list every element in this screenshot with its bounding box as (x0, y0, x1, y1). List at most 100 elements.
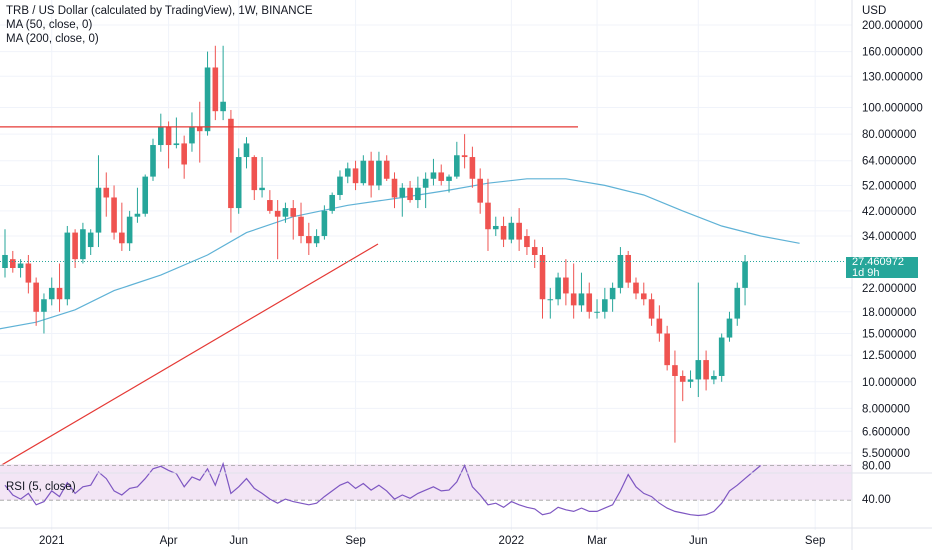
candle-body (158, 126, 164, 146)
price-tick-label: 52.000000 (862, 180, 916, 192)
candle-body (352, 168, 359, 184)
price-tick-label: 64.000000 (862, 156, 916, 168)
candle-body (119, 232, 125, 244)
candle (415, 176, 421, 209)
candle (64, 225, 71, 306)
candle (87, 229, 94, 255)
candle (640, 282, 647, 306)
time-tick-label: 2022 (499, 535, 525, 547)
candle-body (2, 254, 8, 268)
candle-body (344, 168, 351, 177)
candle-body (220, 101, 226, 112)
candle (602, 287, 608, 319)
candle-body (485, 202, 491, 230)
candle-body (321, 210, 328, 237)
candle-body (415, 187, 421, 201)
candle-body (391, 178, 398, 198)
candle (656, 305, 663, 342)
candle-body (640, 293, 647, 300)
time-tick-label: Jun (689, 535, 708, 547)
candle-body (703, 360, 709, 380)
price-tick-label: 200.000000 (862, 20, 923, 32)
candle (524, 229, 530, 255)
candle-body (48, 287, 55, 300)
candle-body (64, 232, 71, 300)
candle-body (570, 293, 577, 306)
candle (103, 172, 110, 217)
time-tick-label: Sep (805, 535, 825, 547)
candle (446, 174, 452, 193)
candle-body (695, 360, 702, 380)
candle (711, 370, 717, 385)
candle-body (9, 259, 16, 268)
time-tick-label: Jun (229, 535, 248, 547)
candle-body (41, 299, 47, 312)
candle-body (173, 143, 180, 146)
candle-body (196, 126, 203, 132)
candle (150, 138, 156, 181)
candle (235, 148, 242, 214)
candle (259, 157, 265, 198)
candle (274, 200, 281, 260)
candle-body (134, 213, 141, 217)
candle-body (454, 155, 460, 177)
candle (633, 277, 639, 300)
candle-body (142, 176, 149, 214)
price-tick-label: 22.000000 (862, 283, 916, 295)
price-tick-label: 34.000000 (862, 231, 916, 243)
candle (469, 146, 476, 188)
candle (383, 155, 390, 181)
candle-body (438, 172, 445, 181)
candle-body (189, 126, 195, 144)
candle (33, 277, 39, 326)
rsi-band (0, 464, 852, 501)
candle (742, 254, 748, 306)
candle-body (243, 143, 250, 158)
candle (492, 216, 499, 237)
candle-body (274, 210, 281, 217)
drawing-layer (0, 126, 852, 467)
candle-body (383, 160, 390, 179)
candle-body (126, 216, 133, 244)
candle-body (87, 232, 94, 248)
candle (586, 282, 593, 319)
candle-body (539, 254, 546, 300)
price-tick-label: 5.500000 (862, 448, 910, 460)
candle-body (282, 208, 289, 217)
price-tick-label: 12.500000 (862, 350, 916, 362)
candle (407, 180, 413, 203)
candle (267, 190, 273, 214)
candle (329, 192, 335, 214)
candle-body (430, 172, 437, 179)
candle-body (594, 311, 600, 313)
candle (251, 155, 258, 201)
candle (609, 282, 616, 312)
candle-body (181, 143, 187, 165)
price-tick-label: 10.000000 (862, 377, 916, 389)
candle-body (648, 299, 655, 319)
candle-body (531, 247, 538, 255)
price-tick-label: 8.000000 (862, 403, 910, 415)
candle (111, 185, 117, 240)
candle (360, 155, 367, 186)
candle-body (609, 287, 616, 300)
candle-body (711, 375, 717, 380)
bar-countdown: 1d 9h (852, 266, 880, 279)
candle-body (251, 157, 258, 191)
candle-body (672, 365, 678, 376)
candle-body (625, 254, 631, 283)
time-tick-label: Sep (345, 535, 365, 547)
candle-body (212, 67, 219, 112)
candle (196, 101, 203, 163)
candle-body (656, 318, 663, 334)
candle-body (267, 200, 273, 211)
candle (376, 151, 382, 191)
candle-body (547, 299, 554, 301)
ma200-legend: MA (200, close, 0) (6, 33, 99, 45)
price-tick-label: 42.000000 (862, 206, 916, 218)
candle (228, 109, 234, 233)
candle (555, 272, 561, 306)
